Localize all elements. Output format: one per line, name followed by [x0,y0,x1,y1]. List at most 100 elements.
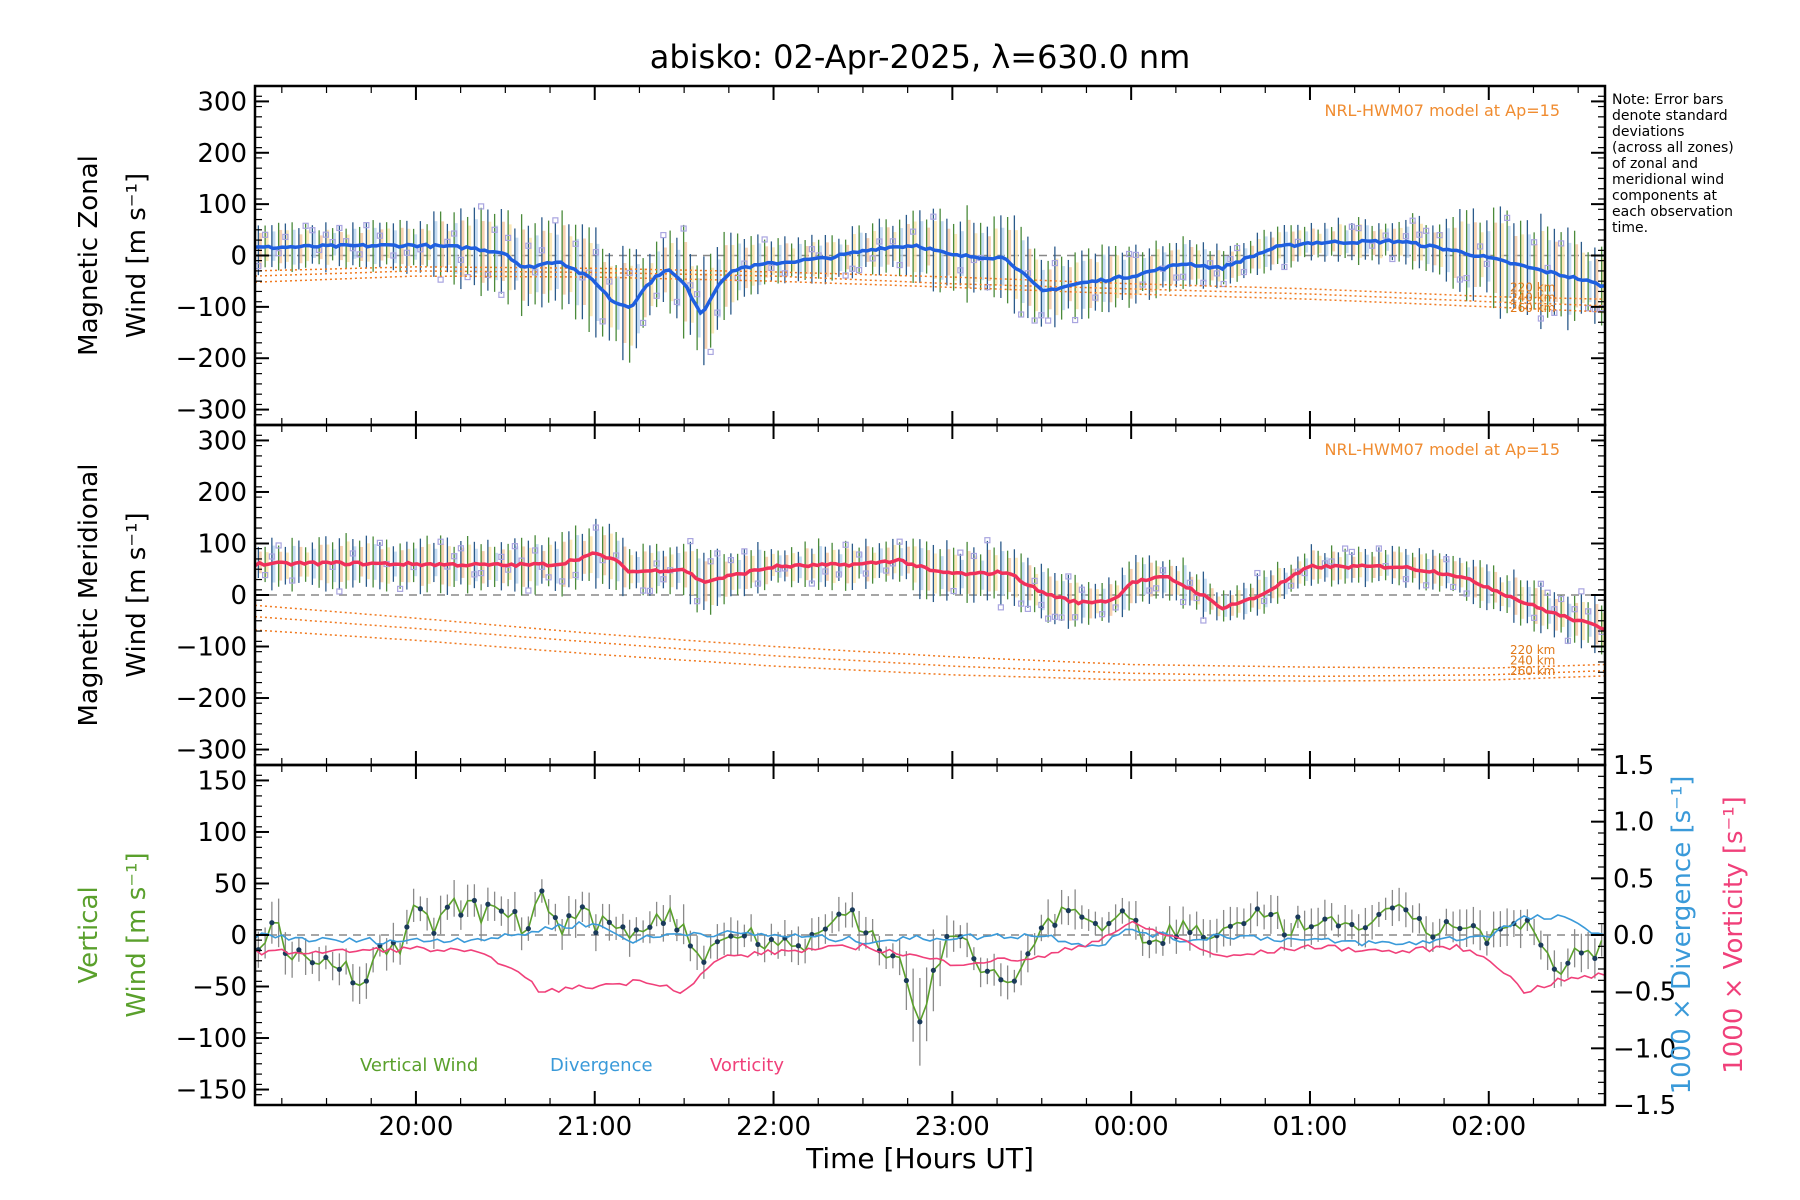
zone-sample [835,571,842,578]
zone-sample [1193,594,1200,602]
series-line-meridional [255,551,1605,632]
zone-sample [275,542,282,549]
vertical-wind-point [971,956,977,962]
zone-sample [1018,311,1025,318]
zone-sample [1369,242,1376,249]
x-tick-label: 02:00 [1451,1112,1526,1142]
zone-sample [1078,586,1085,593]
y-tick-label: −300 [176,396,247,426]
note-line: (across all zones) [1612,140,1734,156]
zone-sample [626,269,633,276]
panel-vertical: Vertical Wind Divergence Vorticity 1.5 1.0 0.… [74,751,1749,1121]
altitude-label: 220 km [1510,280,1555,294]
vertical-wind-point [647,924,653,930]
zone-sample [640,587,647,594]
right-axis-label-vorticity: 1000 × Vorticity [s⁻¹] [1719,796,1749,1074]
zone-sample [856,551,863,558]
note-line: time. [1612,220,1648,236]
zone-sample [505,566,512,573]
zone-sample [808,580,815,587]
model-curve-2 [255,275,1605,313]
vertical-wind-point [525,926,531,932]
legend-vorticity: Vorticity [710,1055,784,1076]
zone-sample [349,550,356,557]
vertical-wind-point [930,967,936,973]
vertical-wind-point [1389,905,1395,911]
right-tick-label: 0.5 [1613,864,1654,894]
vertical-wind-point [620,924,626,930]
y-tick-label: −100 [176,633,247,663]
zone-sample [1504,214,1511,221]
vertical-wind-point [984,968,990,974]
zone-sample [1328,558,1335,565]
vertical-wind-point [1146,939,1152,946]
zone-sample [1348,548,1355,556]
model-curve-1 [255,615,1605,678]
zone-sample [1180,273,1187,280]
zone-sample [1558,240,1565,247]
model-label: NRL-HWM07 model at Ap=15 [1324,440,1560,459]
chart-title: abisko: 02-Apr-2025, λ=630.0 nm [650,38,1191,76]
right-tick-label: −1.0 [1613,1034,1676,1064]
vertical-wind-point [1470,923,1476,929]
y-axis-label-line2: Wind [m s⁻¹] [122,512,152,677]
zone-sample [336,588,343,595]
y-tick-label: 50 [214,869,247,899]
vertical-wind-point [1403,907,1409,913]
vertical-wind-point [795,943,801,949]
vertical-wind-point [633,927,639,933]
zone-sample [849,265,856,272]
vertical-wind-point [1578,950,1584,956]
zone-sample [950,587,957,595]
zone-sample [1409,217,1416,224]
vertical-wind-point [606,919,612,926]
vertical-wind-point [768,936,774,943]
zone-sample [363,222,370,229]
vertical-wind-point [296,947,302,953]
x-tick-label: 20:00 [378,1112,453,1142]
zone-sample [781,270,788,277]
zone-sample [390,252,397,259]
zone-sample [896,538,903,545]
zone-sample [1585,608,1592,615]
vertical-wind-point [755,941,761,948]
vertical-wind-point [944,933,950,940]
zone-sample [653,292,660,299]
zone-sample [1051,259,1058,267]
vertical-wind-point [471,897,477,904]
zone-sample [673,298,680,306]
altitude-label: 220 km [1510,643,1555,657]
x-tick-label: 23:00 [915,1112,990,1142]
right-tick-label: 1.5 [1613,751,1654,781]
legend-vertical-wind: Vertical Wind [360,1055,478,1076]
vertical-wind-point [579,904,585,910]
zone-sample [1254,569,1261,577]
zone-sample [505,234,512,241]
vertical-wind-point [917,1019,923,1025]
zone-sample [653,560,660,567]
vertical-wind-point [714,939,720,945]
vertical-wind-point [485,901,491,907]
vertical-wind-point [552,914,558,921]
zone-sample [1531,614,1538,621]
vertical-wind-point [336,966,342,972]
zone-sample [376,539,383,546]
vertical-wind-point [1011,978,1017,984]
altitude-label: 240 km [1510,654,1555,668]
zone-sample [1227,256,1234,263]
x-tick-label: 00:00 [1094,1112,1169,1142]
zone-sample [525,587,532,594]
y-axis-label-line1: Vertical [74,886,104,983]
zone-sample [309,227,316,234]
zone-sample [741,548,748,555]
zone-sample [1423,582,1430,589]
x-axis-label: Time [Hours UT] [805,1142,1034,1175]
zone-sample [403,249,410,256]
zone-sample [592,248,599,256]
zone-sample [1531,239,1538,246]
zone-sample [1159,567,1166,574]
zone-sample [1463,590,1470,597]
model-curve-0 [255,604,1605,669]
